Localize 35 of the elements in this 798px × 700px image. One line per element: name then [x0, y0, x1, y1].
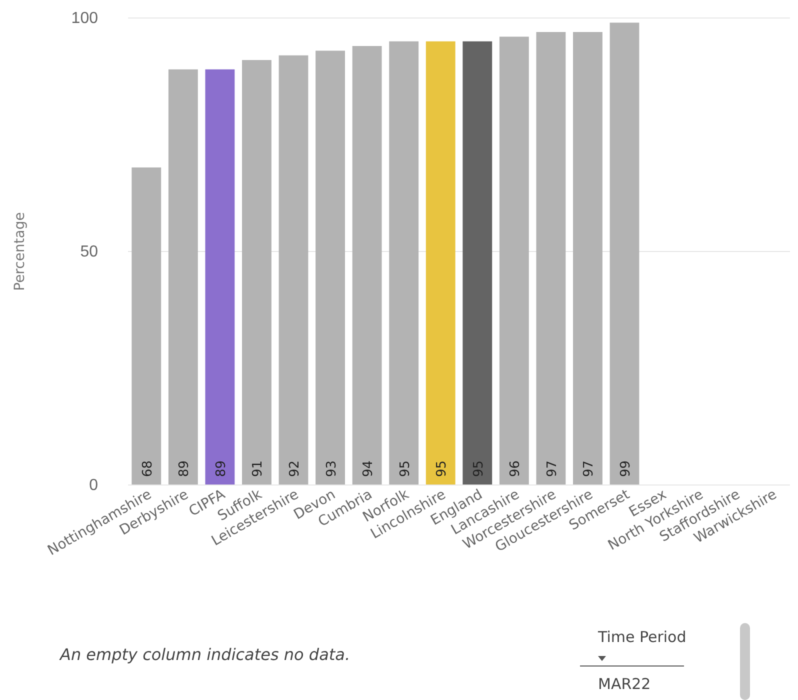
bar	[168, 69, 198, 485]
bar	[462, 41, 492, 485]
bar	[389, 41, 419, 485]
y-tick-label: 50	[80, 244, 98, 261]
data-label: 97	[582, 460, 597, 477]
y-tick-label: 0	[89, 477, 98, 494]
bar	[610, 22, 640, 485]
bar	[536, 32, 566, 485]
data-label: 92	[288, 460, 302, 477]
text: An empty column indicates no data.	[59, 645, 350, 664]
data-label: 95	[471, 460, 486, 477]
data-label: 96	[508, 460, 524, 477]
data-label: 91	[250, 460, 266, 477]
y-axis-title: Percentage	[12, 212, 28, 291]
data-label: 99	[618, 460, 634, 477]
bar	[278, 55, 308, 485]
bar	[352, 46, 382, 485]
bar	[132, 167, 162, 485]
bar	[316, 50, 345, 485]
data-label: 95	[398, 460, 413, 477]
text: Time Period	[597, 628, 686, 646]
bar	[499, 36, 529, 485]
data-label: 95	[434, 460, 450, 477]
bar	[242, 60, 272, 485]
bar	[205, 69, 235, 485]
data-label: 89	[214, 460, 229, 477]
text: MAR22	[598, 675, 651, 693]
y-tick-label: 100	[71, 10, 98, 28]
bar	[573, 32, 602, 485]
data-label: 94	[361, 460, 376, 477]
data-label: 68	[140, 460, 156, 477]
data-label: 89	[177, 460, 192, 477]
data-label: 97	[544, 460, 560, 477]
data-label: 93	[324, 460, 340, 477]
bar	[426, 41, 456, 485]
